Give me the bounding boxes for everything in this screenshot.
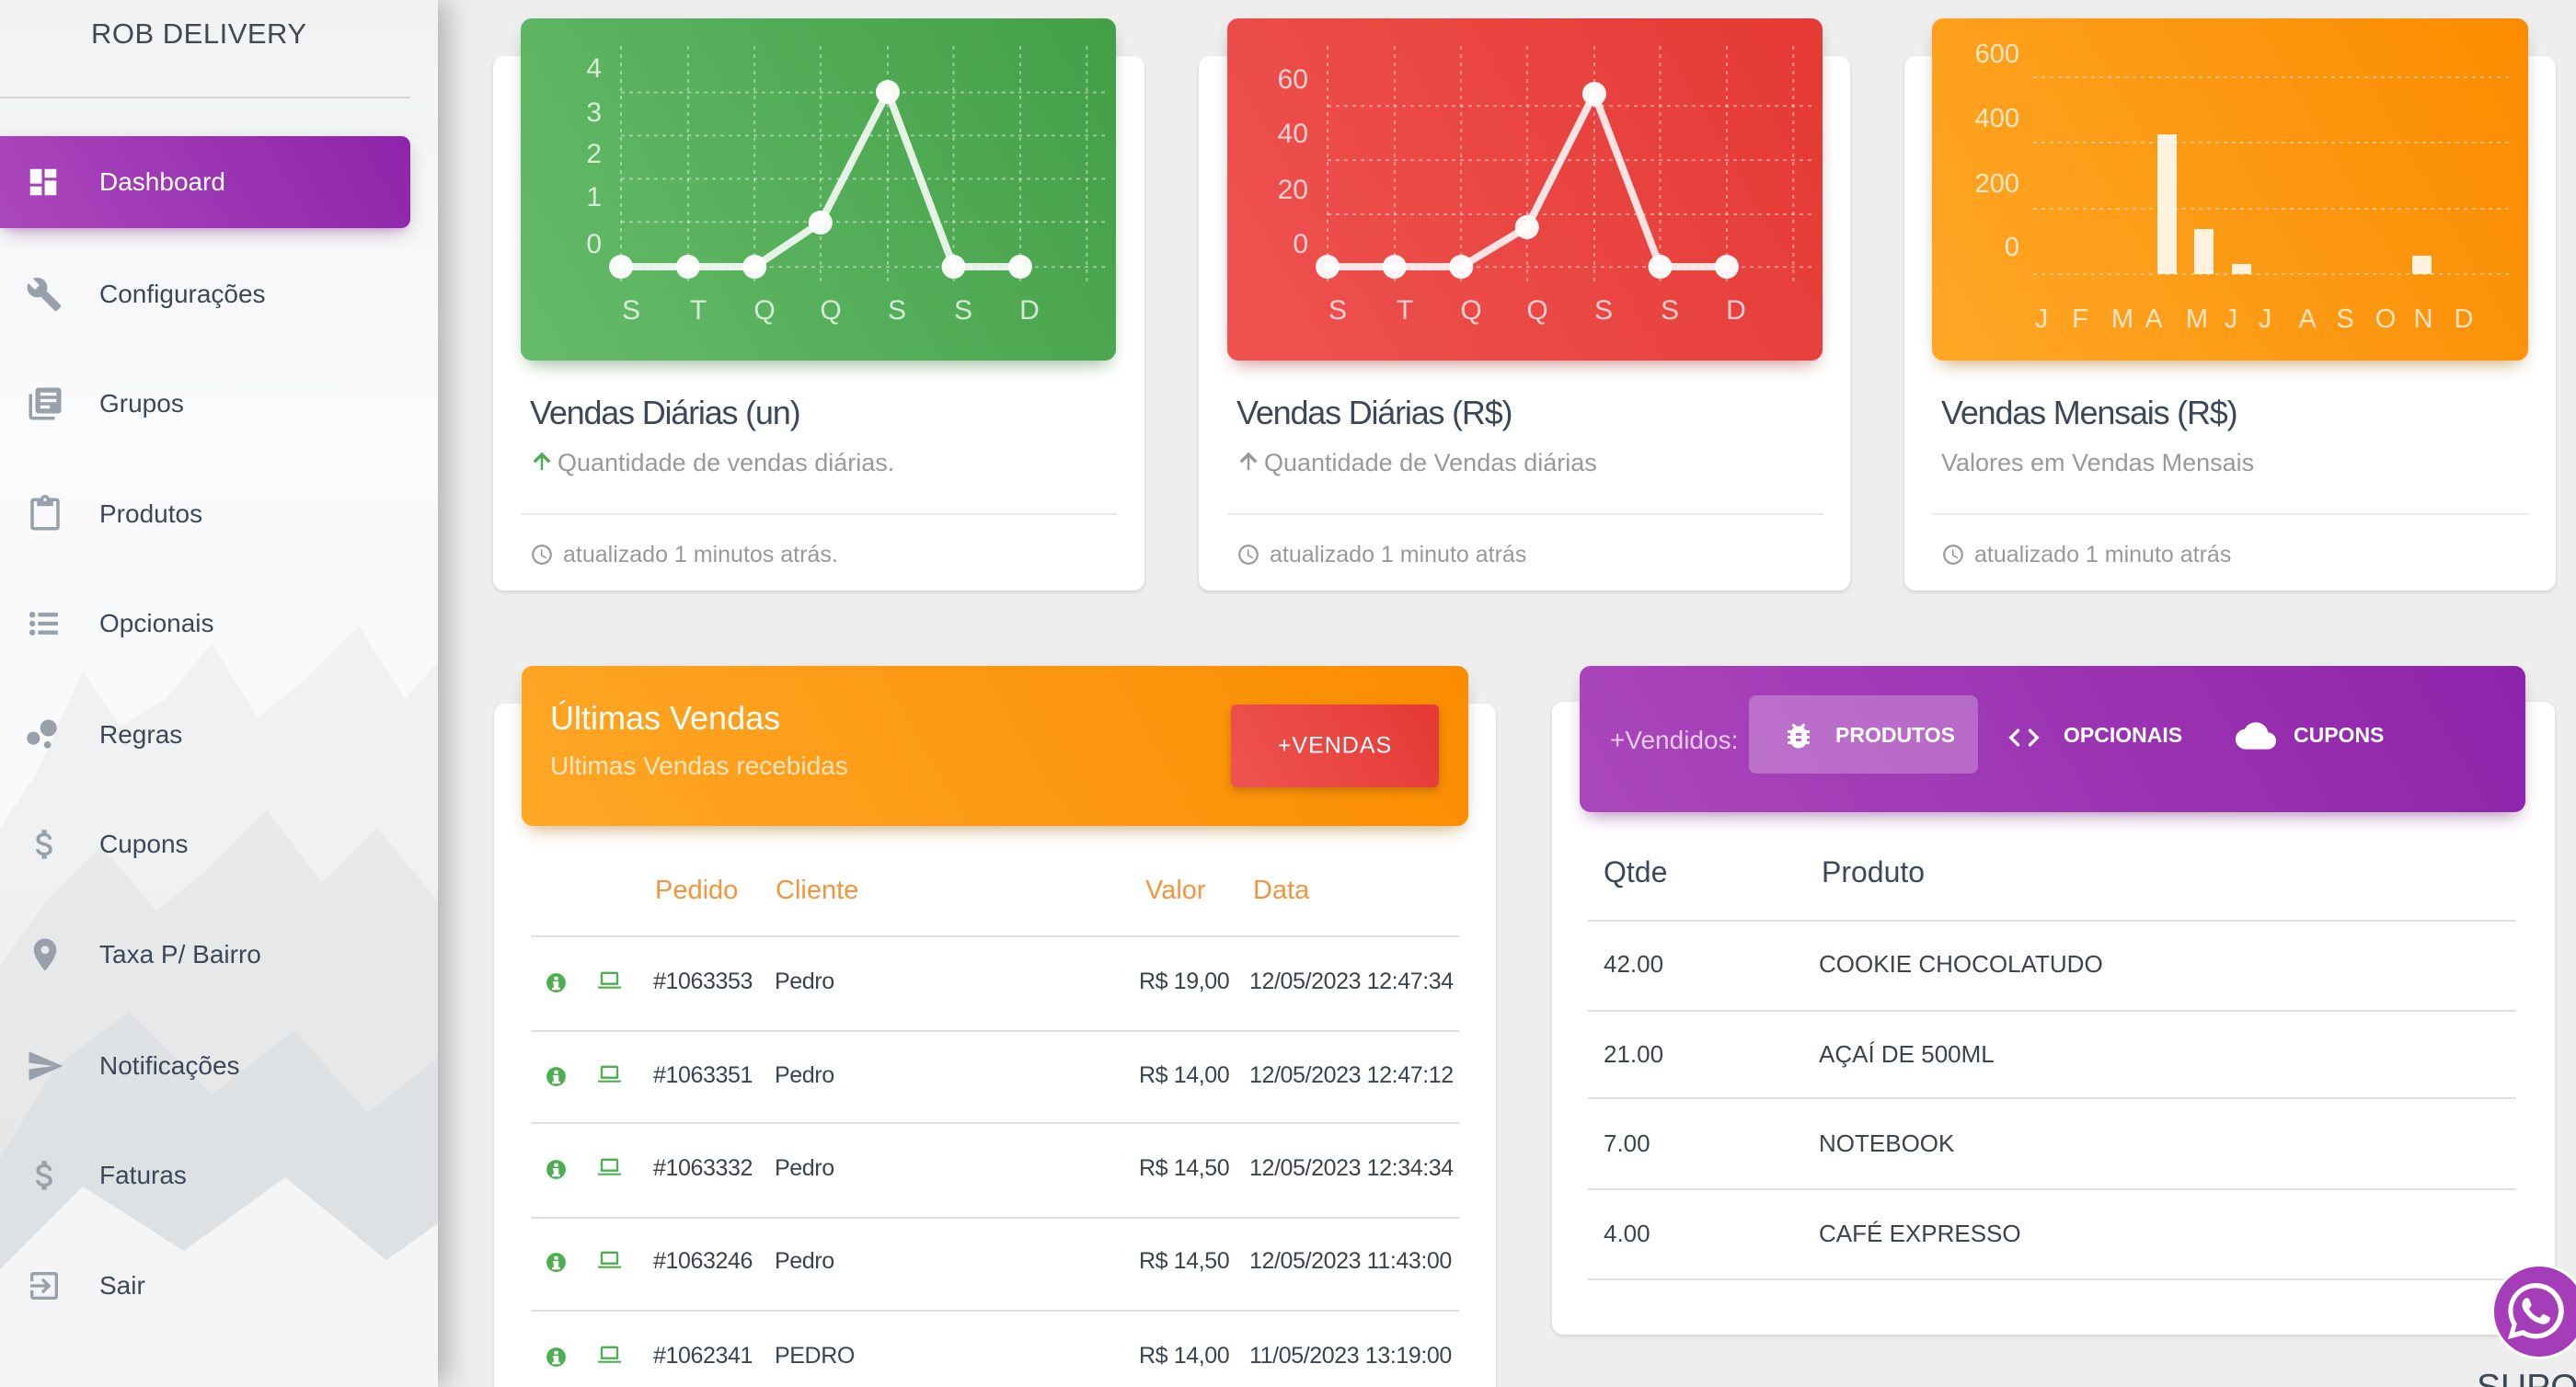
svg-text:Q: Q [1460,295,1481,326]
svg-text:D: D [2455,304,2474,334]
svg-text:200: 200 [1975,169,2019,199]
svg-text:D: D [1726,295,1746,326]
svg-text:600: 600 [1975,40,2019,69]
svg-text:T: T [690,295,707,326]
svg-text:Q: Q [753,295,775,326]
svg-text:2: 2 [586,139,602,169]
svg-text:Q: Q [820,295,841,326]
svg-text:S: S [888,295,906,326]
svg-text:S: S [622,295,640,326]
svg-text:0: 0 [2005,233,2019,262]
svg-text:J: J [2259,304,2272,334]
svg-text:400: 400 [1975,104,2019,133]
svg-text:J: J [2035,304,2049,334]
svg-text:A: A [2298,304,2317,334]
svg-text:D: D [1019,295,1040,326]
svg-text:N: N [2414,304,2433,334]
svg-text:1: 1 [586,182,602,212]
svg-text:Q: Q [1526,295,1547,326]
svg-text:20: 20 [1278,175,1308,205]
svg-text:T: T [1397,295,1413,326]
svg-text:S: S [1661,295,1679,326]
svg-text:J: J [2225,304,2238,334]
svg-text:4: 4 [586,53,602,84]
svg-text:S: S [1594,295,1613,326]
svg-text:0: 0 [586,229,602,259]
svg-text:M: M [2186,304,2208,334]
svg-text:S: S [954,295,972,326]
svg-text:M: M [2111,304,2133,334]
svg-text:40: 40 [1278,119,1308,149]
svg-text:O: O [2375,304,2397,334]
svg-text:S: S [2336,304,2353,334]
svg-text:60: 60 [1278,64,1308,95]
svg-text:0: 0 [1293,229,1308,259]
svg-text:S: S [1328,295,1347,326]
svg-text:F: F [2072,304,2088,334]
svg-text:A: A [2145,304,2163,334]
svg-text:3: 3 [586,97,602,128]
